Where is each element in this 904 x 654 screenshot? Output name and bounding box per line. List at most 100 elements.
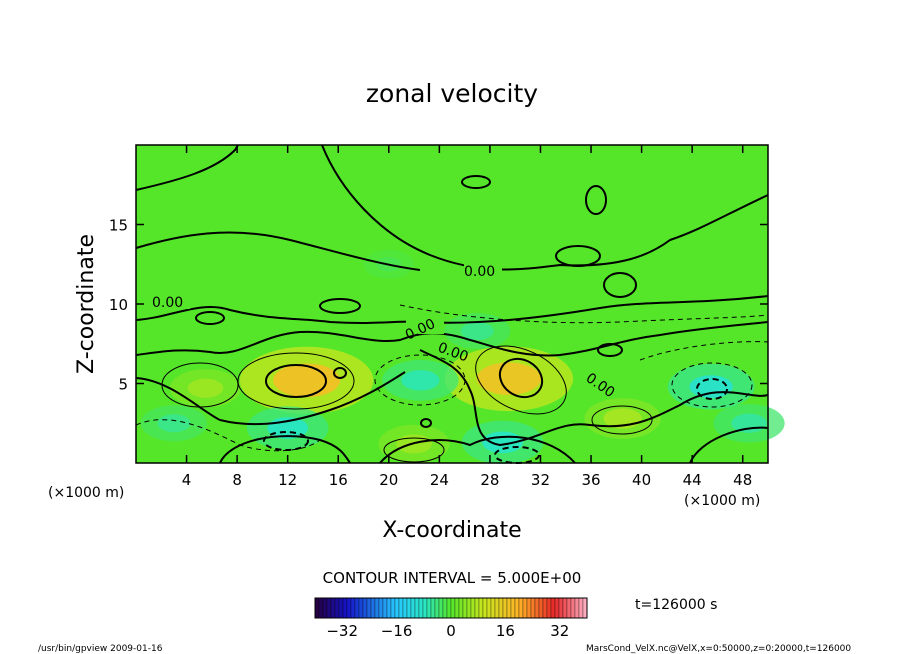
max-contour xyxy=(591,405,653,435)
colorbar-swatch xyxy=(342,597,348,619)
island-contour xyxy=(597,343,623,357)
colorbar-swatch xyxy=(510,597,516,619)
max-contour xyxy=(498,357,544,399)
island-contour xyxy=(319,298,361,314)
colorbar-swatch xyxy=(338,597,344,619)
chart-title: zonal velocity xyxy=(366,79,538,108)
island-contour xyxy=(603,272,637,298)
colorbar-swatch xyxy=(442,597,448,619)
zero-contour xyxy=(379,435,576,464)
max-contour xyxy=(265,364,327,398)
x-tick-label: 20 xyxy=(379,471,398,489)
colorbar-swatch xyxy=(562,597,568,619)
max-contour xyxy=(161,362,239,408)
colorbar-swatch xyxy=(542,597,548,619)
colorbar-swatch xyxy=(326,597,332,619)
colorbar-swatch xyxy=(350,597,356,619)
colorbar-tick-label: −32 xyxy=(326,622,358,640)
colorbar-swatch xyxy=(402,597,408,619)
colorbar-swatch xyxy=(518,597,524,619)
colorbar-swatch xyxy=(406,597,412,619)
colorbar-swatch xyxy=(410,597,416,619)
zero-contour xyxy=(135,231,421,271)
colorbar-swatch xyxy=(454,597,460,619)
velocity-min-core xyxy=(157,414,191,433)
colorbar-swatch xyxy=(550,597,556,619)
island-contour xyxy=(555,245,601,267)
colorbar-swatch xyxy=(458,597,464,619)
colorbar-swatch xyxy=(358,597,364,619)
colorbar-swatch xyxy=(398,597,404,619)
island-contour xyxy=(333,367,347,379)
min-contour xyxy=(671,362,753,408)
colorbar-swatch xyxy=(366,597,372,619)
y-tick-label: 10 xyxy=(109,296,128,314)
colorbar-swatch xyxy=(486,597,492,619)
colorbar-swatch xyxy=(386,597,392,619)
zero-contour xyxy=(321,144,769,271)
plot-background xyxy=(136,145,768,463)
colorbar-swatch xyxy=(314,597,320,619)
colorbar-swatch xyxy=(334,597,340,619)
contour-label: 0.00 xyxy=(152,295,183,311)
colorbar-swatch xyxy=(354,597,360,619)
velocity-max-core xyxy=(273,363,341,398)
colorbar-swatch xyxy=(378,597,384,619)
colorbar-swatch xyxy=(322,597,328,619)
island-contour xyxy=(585,185,607,215)
zero-contour xyxy=(135,144,239,191)
colorbar-swatch xyxy=(494,597,500,619)
zero-contour xyxy=(689,426,769,464)
colorbar-swatch xyxy=(490,597,496,619)
colorbar-swatch xyxy=(330,597,336,619)
footer-left: /usr/bin/gpview 2009-01-16 xyxy=(38,644,163,654)
x-unit-right: (×1000 m) xyxy=(684,493,760,509)
velocity-min-core xyxy=(460,322,494,341)
plot-area: 0.00 0.00 0.00 0.00 0.00 xyxy=(135,144,785,464)
colorbar-swatch xyxy=(430,597,436,619)
colorbar-swatch xyxy=(534,597,540,619)
y-tick-label: 5 xyxy=(118,376,128,394)
colorbar-swatch xyxy=(370,597,376,619)
colorbar-swatch xyxy=(554,597,560,619)
colorbar-swatch xyxy=(478,597,484,619)
min-contour xyxy=(696,378,728,400)
colorbar-swatch xyxy=(530,597,536,619)
footer-right: MarsCond_VelX.nc@VelX,x=0:50000,z=0:2000… xyxy=(586,644,851,654)
time-label: t=126000 s xyxy=(635,597,717,613)
colorbar-tick-label: −16 xyxy=(381,622,413,640)
max-contour xyxy=(475,345,567,415)
colorbar-tick-label: 0 xyxy=(446,622,456,640)
colorbar-swatch xyxy=(558,597,564,619)
x-tick-label: 40 xyxy=(632,471,651,489)
max-contour xyxy=(237,352,355,410)
max-contour xyxy=(383,437,445,463)
colorbar-swatch xyxy=(434,597,440,619)
colorbar-swatch xyxy=(414,597,420,619)
colorbar-swatch xyxy=(390,597,396,619)
colorbar-swatch xyxy=(498,597,504,619)
x-axis-label: X-coordinate xyxy=(382,518,521,543)
colorbar-swatch xyxy=(502,597,508,619)
zero-contour xyxy=(135,371,406,426)
x-tick-label: 44 xyxy=(683,471,702,489)
colorbar-swatch xyxy=(546,597,552,619)
x-tick-label: 12 xyxy=(278,471,297,489)
colorbar-swatch xyxy=(426,597,432,619)
colorbar-swatch xyxy=(470,597,476,619)
colorbar-swatch xyxy=(438,597,444,619)
colorbar-swatch xyxy=(394,597,400,619)
x-tick-label: 8 xyxy=(232,471,242,489)
contour-label: 0.00 xyxy=(464,264,495,280)
colorbar-swatch xyxy=(574,597,580,619)
x-tick-label: 48 xyxy=(733,471,752,489)
colorbar-swatch xyxy=(566,597,572,619)
colorbar-swatch xyxy=(570,597,576,619)
velocity-min-core xyxy=(689,375,733,399)
colorbar-tick-label: 16 xyxy=(496,622,515,640)
colorbar-swatch xyxy=(382,597,388,619)
colorbar-tick-label: 32 xyxy=(550,622,569,640)
colorbar-swatch xyxy=(578,597,584,619)
colorbar-swatch xyxy=(462,597,468,619)
min-contour xyxy=(399,304,769,324)
